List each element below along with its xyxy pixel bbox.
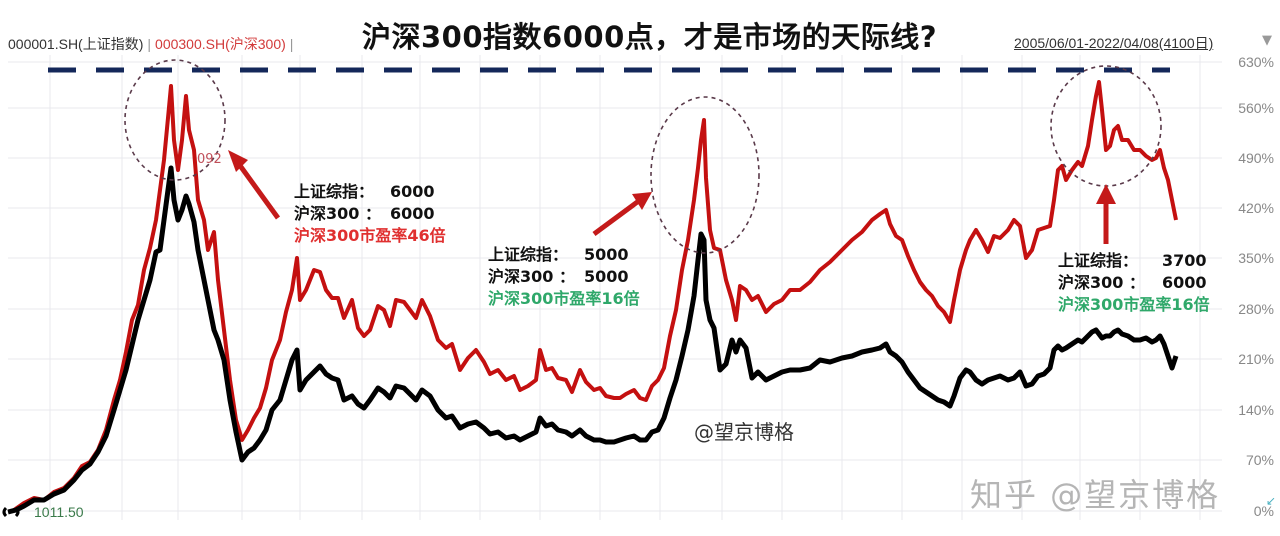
arrow-icon [228, 150, 1116, 244]
y-axis-label: 350% [1238, 250, 1274, 266]
annotation-2021: 上证综指： 3700 沪深300 ： 6000 沪深300市盈率16倍 [1058, 250, 1210, 316]
chart-legend: 000001.SH(上证指数) | 000300.SH(沪深300) | [8, 34, 297, 54]
y-axis-label: 70% [1245, 452, 1274, 468]
start-value-label: 1011.50 [34, 504, 84, 520]
y-axis-label: 630% [1238, 54, 1274, 70]
legend-separator: | [147, 36, 152, 52]
highlight-circle-2015 [650, 96, 760, 254]
peak-value-label: 092 [197, 152, 222, 167]
legend-item-sse[interactable]: 000001.SH(上证指数) [8, 36, 144, 52]
y-axis-label: 490% [1238, 150, 1274, 166]
start-marker-icon [2, 506, 20, 518]
annotation-2007: 上证综指： 6000 沪深300 ： 6000 沪深300市盈率46倍 [294, 181, 446, 247]
csi300-line [12, 80, 1178, 512]
resize-arrow-icon[interactable]: ↙ [1266, 494, 1277, 508]
legend-item-csi300[interactable]: 000300.SH(沪深300) [155, 36, 286, 52]
y-axis-label: 560% [1238, 100, 1274, 116]
annotation-value: 5000 [584, 267, 629, 286]
annotation-pe-ratio: 沪深300市盈率16倍 [1058, 295, 1210, 314]
y-axis-label: 280% [1238, 301, 1274, 317]
annotation-key: 上证综指： [1058, 251, 1139, 270]
annotation-value: 6000 [1162, 273, 1207, 292]
caret-down-icon[interactable]: ▼ [1262, 33, 1272, 48]
watermark-zhihu: 知乎 @望京博格 [970, 476, 1221, 514]
sse-line [7, 165, 1179, 515]
annotation-key: 沪深300 ： [294, 204, 381, 223]
highlight-circle-2021 [1050, 65, 1162, 187]
annotation-pe-ratio: 沪深300市盈率16倍 [488, 289, 640, 308]
date-range-selector[interactable]: 2005/06/01-2022/04/08(4100日) [1014, 35, 1214, 51]
annotation-key: 上证综指： [488, 245, 569, 264]
annotation-2015: 上证综指： 5000 沪深300 ： 5000 沪深300市盈率16倍 [488, 244, 640, 310]
y-axis-label: 0% [1253, 503, 1274, 519]
grid-lines [8, 55, 1222, 520]
y-axis-label: 210% [1238, 351, 1274, 367]
watermark-author: @望京博格 [694, 420, 794, 444]
chart-title: 沪深300指数6000点，才是市场的天际线? [362, 20, 938, 54]
y-axis-label: 140% [1238, 402, 1274, 418]
annotation-pe-ratio: 沪深300市盈率46倍 [294, 226, 446, 245]
annotation-value: 6000 [390, 182, 435, 201]
annotation-key: 沪深300 ： [1058, 273, 1145, 292]
annotation-key: 上证综指： [294, 182, 375, 201]
annotation-value: 5000 [584, 245, 629, 264]
legend-separator: | [289, 36, 294, 52]
y-axis-label: 420% [1238, 200, 1274, 216]
highlight-circle-2007 [124, 59, 226, 181]
annotation-key: 沪深300 ： [488, 267, 575, 286]
annotation-value: 6000 [390, 204, 435, 223]
annotation-value: 3700 [1162, 251, 1207, 270]
